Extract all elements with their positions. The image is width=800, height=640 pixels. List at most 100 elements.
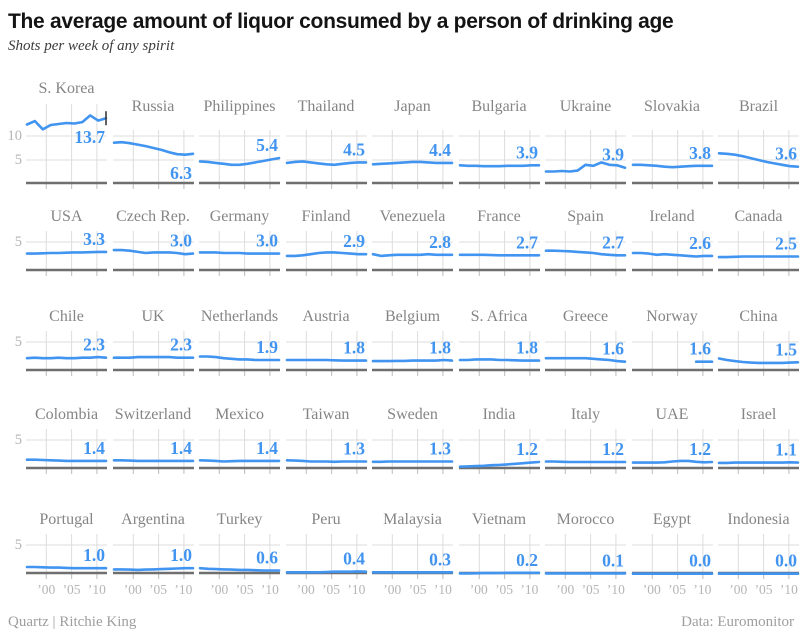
mini-chart-bulgaria: 3.9 [458, 130, 540, 189]
value-label-netherlands: 1.9 [256, 337, 278, 357]
country-label-japan: Japan [394, 98, 431, 115]
value-label-mexico: 1.4 [256, 438, 278, 458]
country-label-usa: USA [50, 208, 83, 225]
mini-chart-s-korea: 13.7 [25, 104, 108, 189]
x-tick-label: ’00 [729, 582, 748, 597]
country-label-colombia: Colombia [34, 406, 99, 423]
value-label-thailand: 4.5 [343, 139, 365, 159]
x-tick-label: ’00 [296, 582, 315, 597]
country-label-czech-rep-: Czech Rep. [116, 208, 190, 225]
mini-chart-indonesia: 0.0 [717, 534, 800, 579]
mini-chart-switzerland: 1.4 [112, 429, 194, 474]
value-label-finland: 2.9 [343, 231, 365, 251]
y-axis-label: 5 [14, 432, 22, 448]
value-label-ukraine: 3.9 [602, 145, 624, 165]
country-label-philippines: Philippines [203, 98, 276, 115]
trend-line [285, 570, 367, 574]
mini-chart-slovakia: 3.8 [631, 130, 713, 189]
x-tick-label: ’00 [383, 582, 402, 597]
x-tick-label: ’10 [87, 582, 106, 597]
country-label-bulgaria: Bulgaria [471, 98, 527, 115]
trend-line [25, 458, 108, 463]
value-label-france: 2.7 [516, 232, 538, 252]
value-label-india: 1.2 [516, 439, 538, 459]
value-label-egypt: 0.0 [689, 551, 711, 571]
mini-chart-taiwan: 1.3 [285, 429, 367, 474]
mini-chart-france: 2.7 [458, 231, 540, 276]
country-label-sweden: Sweden [387, 406, 438, 423]
x-tick-label: ’05 [235, 582, 254, 597]
y-axis-label: 10 [7, 128, 23, 144]
country-label-indonesia: Indonesia [727, 511, 790, 528]
value-label-uk: 2.3 [170, 335, 192, 355]
x-tick-label: ’10 [433, 582, 452, 597]
mini-chart-finland: 2.9 [285, 231, 367, 276]
mini-chart-thailand: 4.5 [285, 130, 367, 189]
country-label-chile: Chile [49, 308, 84, 325]
mini-chart-usa: 3.3 [25, 229, 108, 276]
mini-chart-austria: 1.8 [285, 331, 367, 376]
country-label-italy: Italy [570, 406, 601, 423]
trend-line [717, 461, 800, 465]
country-label-belgium: Belgium [384, 308, 441, 325]
trend-line [544, 460, 627, 464]
x-tick-label: ’10 [347, 582, 366, 597]
country-label-finland: Finland [301, 208, 351, 225]
country-label-s-africa: S. Africa [470, 308, 528, 325]
mini-chart-russia: 6.3 [112, 130, 194, 189]
x-tick-label: ’00 [556, 582, 575, 597]
x-tick-label: ’00 [123, 582, 142, 597]
x-tick-label: ’10 [693, 582, 712, 597]
value-label-slovakia: 3.8 [689, 143, 711, 163]
country-label-china: China [739, 308, 778, 325]
country-label-egypt: Egypt [652, 511, 692, 528]
x-tick-label: ’10 [260, 582, 279, 597]
country-label-morocco: Morocco [556, 511, 615, 528]
value-label-switzerland: 1.4 [170, 438, 192, 458]
mini-chart-norway: 1.6 [631, 331, 713, 376]
trend-line [112, 140, 194, 156]
mini-chart-s-africa: 1.8 [458, 331, 540, 376]
trend-line [371, 160, 454, 166]
trend-line [198, 459, 281, 463]
trend-line [25, 250, 108, 255]
value-label-venezuela: 2.8 [429, 232, 451, 252]
trend-line [717, 255, 800, 259]
trend-line [198, 355, 281, 362]
trend-line [458, 571, 540, 575]
country-label-s-korea: S. Korea [38, 80, 95, 97]
trend-line [198, 251, 281, 255]
country-label-venezuela: Venezuela [379, 208, 446, 225]
x-tick-label: ’10 [174, 582, 193, 597]
country-label-germany: Germany [209, 208, 270, 225]
country-label-canada: Canada [734, 208, 783, 225]
trend-line [717, 357, 800, 365]
mini-chart-canada: 2.5 [717, 231, 800, 276]
mini-chart-turkey: 0.6 [198, 534, 281, 579]
value-label-czech-rep-: 3.0 [170, 231, 192, 251]
x-tick-label: ’05 [62, 582, 81, 597]
x-axis-labels: ’00 ’05 ’10 [199, 582, 280, 598]
trend-line [631, 459, 713, 464]
x-tick-label: ’05 [408, 582, 427, 597]
x-tick-label: ’10 [606, 582, 625, 597]
trend-line [285, 251, 367, 258]
x-tick-label: ’05 [149, 582, 168, 597]
value-label-belgium: 1.8 [429, 338, 451, 358]
value-label-colombia: 1.4 [83, 438, 105, 458]
mini-chart-peru: 0.4 [285, 534, 367, 579]
mini-chart-malaysia: 0.3 [371, 534, 454, 579]
trend-line [25, 565, 108, 570]
trend-line [112, 355, 194, 359]
value-label-philippines: 5.4 [256, 135, 278, 155]
mini-chart-sweden: 1.3 [371, 429, 454, 474]
x-axis-labels: ’00 ’05 ’10 [113, 582, 194, 598]
x-tick-label: ’10 [779, 582, 798, 597]
trend-line [285, 358, 367, 362]
mini-chart-germany: 3.0 [198, 231, 281, 276]
country-label-vietnam: Vietnam [471, 511, 527, 528]
mini-chart-colombia: 1.4 [25, 429, 108, 474]
country-label-greece: Greece [562, 308, 609, 325]
mini-chart-mexico: 1.4 [198, 429, 281, 474]
